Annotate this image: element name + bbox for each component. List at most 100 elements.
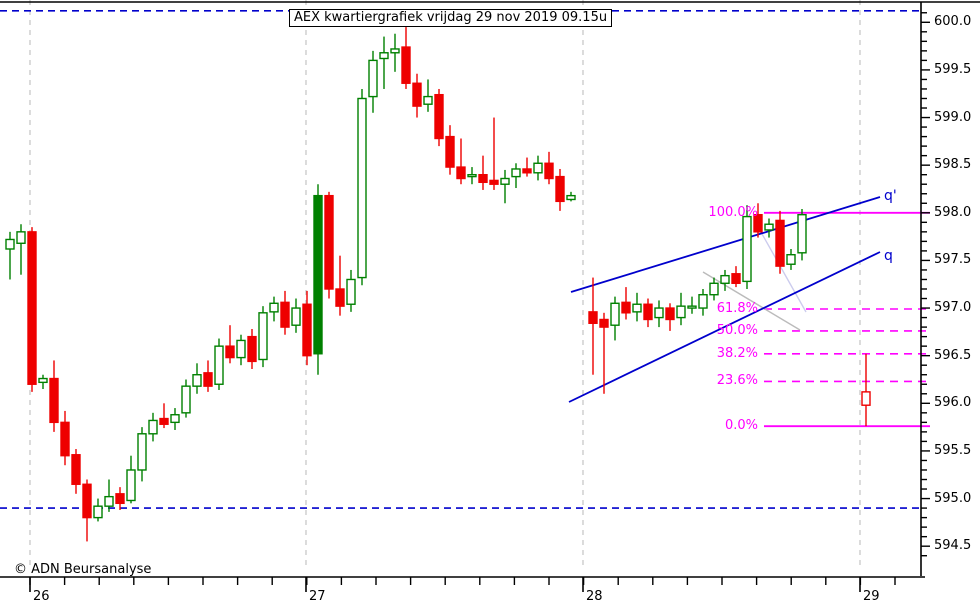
candle-body[interactable] — [390, 48, 400, 54]
candle-body[interactable] — [720, 274, 730, 284]
candle-body[interactable] — [588, 311, 598, 324]
candle-body[interactable] — [665, 307, 675, 321]
candle-body[interactable] — [401, 46, 411, 84]
candle-body[interactable] — [786, 254, 796, 265]
candle-body[interactable] — [566, 194, 576, 201]
candle-body[interactable] — [775, 219, 785, 267]
candle-body[interactable] — [423, 95, 433, 105]
candle-body[interactable] — [621, 301, 631, 314]
candle-body[interactable] — [236, 339, 246, 359]
candle-body[interactable] — [49, 377, 59, 424]
candle-body[interactable] — [610, 302, 620, 326]
candle-body[interactable] — [489, 179, 499, 185]
candle-body[interactable] — [522, 168, 532, 174]
candle-body[interactable] — [632, 303, 642, 313]
candle-body[interactable] — [170, 414, 180, 424]
candle-body[interactable] — [115, 493, 125, 505]
candle-body[interactable] — [126, 469, 136, 502]
candle-body[interactable] — [71, 454, 81, 485]
candle-body[interactable] — [357, 97, 367, 279]
candle-body[interactable] — [269, 302, 279, 313]
candle-body[interactable] — [27, 231, 37, 385]
candle-body[interactable] — [247, 335, 257, 363]
trendline-label-lower: q — [884, 248, 893, 264]
trendline-upper[interactable] — [570, 196, 881, 293]
candle-body[interactable] — [324, 194, 334, 290]
candle-body[interactable] — [335, 288, 345, 307]
candle-body[interactable] — [698, 294, 708, 309]
candle-body[interactable] — [214, 345, 224, 385]
x-axis-tick-label: 28 — [586, 589, 603, 604]
candle-body[interactable] — [445, 135, 455, 168]
candle-body[interactable] — [104, 495, 114, 507]
candle-body[interactable] — [82, 483, 92, 519]
candle-body[interactable] — [192, 374, 202, 387]
candle-body[interactable] — [181, 385, 191, 414]
candle-body[interactable] — [511, 168, 521, 178]
y-axis-tick-label: 596.0 — [934, 395, 972, 411]
y-axis-tick-label: 597.0 — [934, 300, 972, 316]
candle-body[interactable] — [302, 303, 312, 357]
candle-body[interactable] — [225, 345, 235, 359]
candle-body[interactable] — [346, 278, 356, 305]
candle-body[interactable] — [368, 59, 378, 98]
trendline-lower[interactable] — [568, 251, 881, 403]
fibonacci-level-label: 0.0% — [724, 418, 758, 434]
candle-body[interactable] — [687, 305, 697, 309]
x-axis-tick-label: 29 — [863, 589, 880, 604]
candle-body[interactable] — [258, 312, 268, 361]
fan-guide-line — [756, 224, 807, 313]
candle-body[interactable] — [291, 307, 301, 326]
fibonacci-lines-layer — [764, 211, 930, 428]
candle-body[interactable] — [434, 93, 444, 140]
candle-body[interactable] — [467, 173, 477, 178]
candle-body[interactable] — [731, 273, 741, 284]
candle-body[interactable] — [753, 214, 763, 233]
candle-body[interactable] — [159, 417, 169, 425]
y-axis-tick-label: 595.0 — [934, 490, 972, 506]
candle-body[interactable] — [60, 421, 70, 457]
candle-body[interactable] — [478, 173, 488, 184]
candle-body[interactable] — [203, 372, 213, 387]
x-axis-tick-label: 26 — [33, 589, 50, 604]
candlestick-layer — [5, 27, 871, 542]
trendline-label-upper: q' — [884, 188, 897, 204]
candle-body[interactable] — [16, 231, 26, 244]
candle-body[interactable] — [861, 391, 871, 406]
y-axis-tick-label: 598.5 — [934, 157, 972, 173]
candle-body[interactable] — [500, 177, 510, 185]
candle-body[interactable] — [148, 419, 158, 435]
candle-body[interactable] — [379, 52, 389, 60]
candle-body[interactable] — [709, 282, 719, 296]
candle-body[interactable] — [797, 214, 807, 254]
candle-body[interactable] — [654, 307, 664, 319]
candle-body[interactable] — [676, 305, 686, 319]
x-axis-tick-label: 27 — [309, 589, 326, 604]
candle-body[interactable] — [137, 433, 147, 471]
y-axis-tick-label: 600.0 — [934, 14, 972, 30]
candle-body[interactable] — [742, 215, 752, 283]
candle-body[interactable] — [643, 303, 653, 321]
candle-body[interactable] — [93, 505, 103, 519]
fibonacci-level-label: 50.0% — [716, 322, 758, 338]
fibonacci-level-label: 61.8% — [716, 301, 758, 316]
candle-body[interactable] — [5, 238, 15, 250]
candle-body[interactable] — [764, 223, 774, 231]
y-axis-tick-label: 599.0 — [934, 109, 972, 125]
candle-body[interactable] — [599, 318, 609, 328]
candle-body[interactable] — [456, 166, 466, 180]
page-title: AEX kwartiergrafiek vrijdag 29 nov 2019 … — [289, 9, 613, 27]
candle-body[interactable] — [412, 82, 422, 107]
candle-body[interactable] — [555, 175, 565, 203]
candle-body[interactable] — [313, 194, 323, 355]
fibonacci-level-label: 100.0% — [708, 204, 758, 220]
trendlines-layer — [568, 196, 881, 403]
candle-body[interactable] — [38, 377, 48, 384]
candle-body[interactable] — [533, 162, 543, 174]
candle-body[interactable] — [280, 301, 290, 328]
candle-body[interactable] — [544, 162, 554, 180]
fan-guide-line — [702, 271, 801, 331]
y-axis-tick-label: 596.5 — [934, 347, 972, 363]
